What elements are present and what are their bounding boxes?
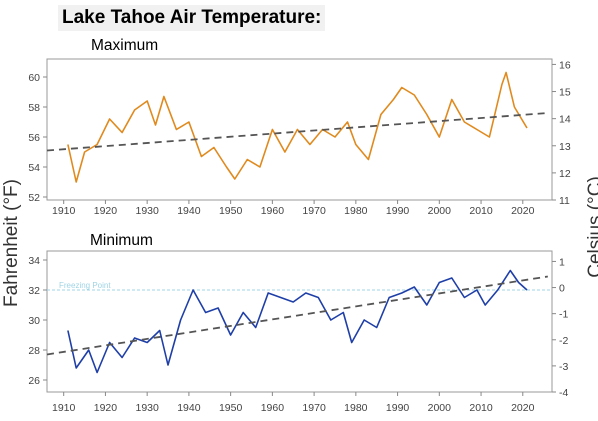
y-tick-label-min: 34 xyxy=(28,255,40,267)
subtitle-maximum: Maximum xyxy=(91,37,159,54)
y2-tick-label-min: -3 xyxy=(559,361,568,373)
x-tick-label-max: 1920 xyxy=(94,205,118,217)
x-tick-label-min: 1970 xyxy=(302,402,326,414)
x-tick-label-min: 2000 xyxy=(428,402,452,414)
y2-tick-label-min: 0 xyxy=(559,283,565,295)
x-tick-label-min: 1950 xyxy=(219,402,243,414)
y-tick-label-min: 26 xyxy=(28,375,40,387)
x-tick-label-max: 1910 xyxy=(52,205,76,217)
y2-tick-label-min: -1 xyxy=(559,309,568,321)
series-line-max xyxy=(67,71,528,183)
plot-frame-min xyxy=(46,250,553,393)
series-line-min xyxy=(67,269,528,374)
x-tick-label-max: 1980 xyxy=(344,205,368,217)
y2-tick-label-min: 1 xyxy=(559,256,565,268)
x-tick-label-max: 2000 xyxy=(428,205,452,217)
x-tick-label-min: 1910 xyxy=(52,402,76,414)
y-tick-label-max: 52 xyxy=(28,192,40,204)
x-tick-label-min: 1980 xyxy=(344,402,368,414)
subtitle-minimum: Minimum xyxy=(90,232,153,249)
y-tick-label-min: 30 xyxy=(28,315,40,327)
x-tick-label-max: 1950 xyxy=(219,205,243,217)
y-tick-label-max: 56 xyxy=(28,132,40,144)
x-tick-label-max: 1970 xyxy=(302,205,326,217)
panel-max: 52 54 56 58 60 11 12 13 14 15 16 1910 1920 1930 1940 19… xyxy=(28,58,571,217)
y2-tick-label-min: -4 xyxy=(559,387,568,399)
y-tick-label-max: 54 xyxy=(28,162,40,174)
x-tick-label-max: 2010 xyxy=(469,205,493,217)
x-tick-label-min: 1940 xyxy=(177,402,201,414)
panel-min: 26 28 30 32 34 -4 -3 -2 -1 0 1 1910 1920 1930 1940 1950… xyxy=(28,250,568,414)
x-tick-label-max: 1960 xyxy=(261,205,285,217)
plot-frame-max xyxy=(46,58,553,201)
x-tick-label-min: 1990 xyxy=(386,402,410,414)
chart-title: Lake Tahoe Air Temperature: xyxy=(58,5,326,31)
x-tick-label-min: 2010 xyxy=(469,402,493,414)
y2-tick-label-max: 12 xyxy=(559,168,571,180)
x-tick-label-min: 1930 xyxy=(135,402,159,414)
x-tick-label-max: 1930 xyxy=(135,205,159,217)
x-tick-label-min: 1920 xyxy=(94,402,118,414)
y2-tick-label-max: 13 xyxy=(559,141,571,153)
freezing-point-label: Freezing Point xyxy=(59,281,111,290)
trend-line-min xyxy=(46,275,548,356)
y-tick-label-max: 60 xyxy=(28,72,40,84)
y2-tick-label-max: 11 xyxy=(559,195,570,207)
y-tick-label-min: 32 xyxy=(28,285,40,297)
x-tick-label-max: 1990 xyxy=(386,205,410,217)
x-tick-label-min: 2020 xyxy=(511,402,535,414)
y2-tick-label-max: 14 xyxy=(559,114,571,126)
x-tick-label-max: 1940 xyxy=(177,205,201,217)
y-tick-label-min: 28 xyxy=(28,345,40,357)
y2-tick-label-min: -2 xyxy=(559,335,568,347)
y-tick-label-max: 58 xyxy=(28,102,40,114)
x-tick-label-min: 1960 xyxy=(261,402,285,414)
y2-tick-label-max: 16 xyxy=(559,59,571,71)
x-tick-label-max: 2020 xyxy=(511,205,535,217)
y2-tick-label-max: 15 xyxy=(559,87,571,99)
